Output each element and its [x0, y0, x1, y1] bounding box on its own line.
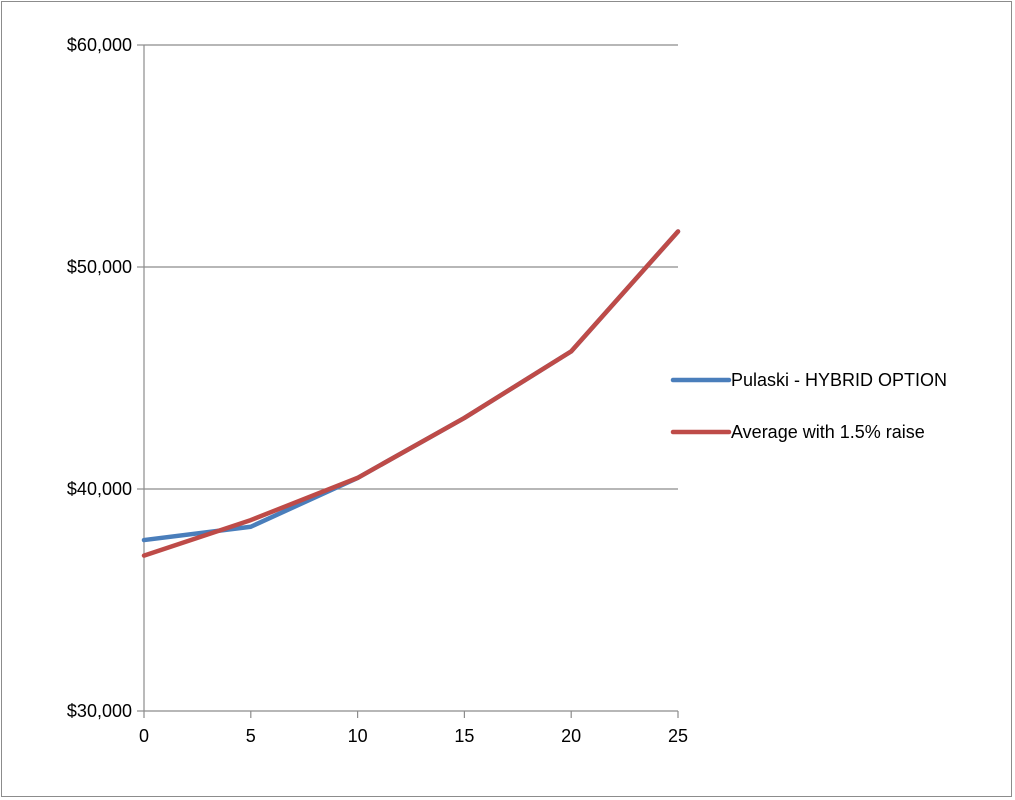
y-tick-labels: $30,000 $40,000 $50,000 $60,000 — [67, 35, 132, 721]
x-tick-label: 5 — [246, 726, 256, 746]
legend-label: Pulaski - HYBRID OPTION — [731, 370, 947, 390]
x-tick-label: 10 — [348, 726, 368, 746]
y-tick-label: $30,000 — [67, 701, 132, 721]
gridlines — [144, 44, 678, 490]
x-tick-label: 20 — [561, 726, 581, 746]
x-tick-label: 25 — [668, 726, 688, 746]
y-tick-label: $40,000 — [67, 479, 132, 499]
axes — [137, 44, 679, 718]
series-lines — [141, 229, 681, 558]
y-tick-label: $60,000 — [67, 35, 132, 55]
series-line-pulaski-hybrid-option — [141, 229, 681, 543]
legend: Pulaski - HYBRID OPTION Average with 1.5%… — [670, 370, 947, 442]
x-tick-labels: 0 5 10 15 20 25 — [139, 726, 688, 746]
x-tick-label: 15 — [454, 726, 474, 746]
series-line-average-with-raise — [141, 229, 681, 558]
x-tick-label: 0 — [139, 726, 149, 746]
legend-label: Average with 1.5% raise — [731, 422, 925, 442]
y-tick-label: $50,000 — [67, 257, 132, 277]
